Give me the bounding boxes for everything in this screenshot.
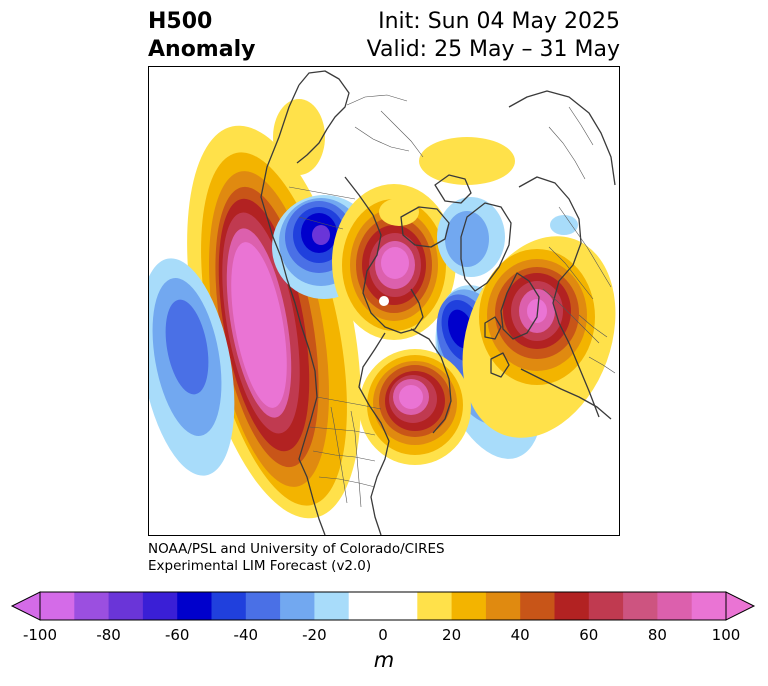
colorbar-segment — [40, 592, 75, 620]
colorbar-segment — [142, 592, 178, 620]
map-dates: Init: Sun 04 May 2025 Valid: 25 May – 31… — [367, 8, 620, 64]
ridge-small-areas — [273, 99, 578, 235]
colorbar-tick-label: -20 — [302, 626, 327, 644]
title-type: Anomaly — [148, 37, 256, 62]
colorbar-segment — [74, 592, 110, 620]
credit-line-1: NOAA/PSL and University of Colorado/CIRE… — [148, 541, 445, 557]
colorbar-segment — [314, 592, 350, 620]
colorbar-segment — [177, 592, 212, 620]
init-date: Init: Sun 04 May 2025 — [378, 9, 620, 34]
colorbar-min-arrow — [10, 591, 41, 621]
colorbar-tick-label: -60 — [164, 626, 190, 644]
colorbar-segment — [383, 592, 418, 620]
colorbar-segment — [451, 592, 487, 620]
colorbar-segment — [245, 592, 281, 620]
colorbar-segment — [520, 592, 555, 620]
credit-text: NOAA/PSL and University of Colorado/CIRE… — [148, 541, 445, 575]
colorbar-tick-label: 100 — [711, 626, 741, 644]
colorbar-segment — [211, 592, 247, 620]
colorbar-segment — [588, 592, 624, 620]
colorbar-tick-label: -100 — [22, 626, 58, 644]
colorbar-tick-label: -40 — [233, 626, 259, 644]
north-pole-marker — [379, 296, 389, 306]
colorbar-tick-label: -80 — [96, 626, 121, 644]
colorbar-ticks: -100 -80 -60 -40 -20 0 20 40 60 80 100 — [0, 626, 768, 646]
colorbar-tick-label: 0 — [378, 626, 388, 644]
colorbar-tick-label: 80 — [647, 626, 667, 644]
colorbar-tick-label: 60 — [579, 626, 599, 644]
credit-line-2: Experimental LIM Forecast (v2.0) — [148, 558, 372, 574]
colorbar-outline — [39, 591, 727, 621]
colorbar-segment — [348, 592, 384, 620]
colorbar-segment — [623, 592, 658, 620]
political-borders — [288, 94, 616, 508]
colorbar-tick-label: 40 — [510, 626, 530, 644]
colorbar-segment — [691, 592, 727, 620]
colorbar-max-arrow — [725, 591, 756, 621]
colorbar-segment — [657, 592, 693, 620]
colorbar-tick-label: 20 — [442, 626, 462, 644]
ridge-east-canada — [359, 349, 471, 465]
colorbar-segment — [108, 592, 144, 620]
map-canvas — [149, 70, 616, 535]
colorbar-segment — [417, 592, 453, 620]
colorbar-unit: m — [373, 648, 395, 672]
valid-range: Valid: 25 May – 31 May — [366, 37, 620, 62]
colorbar — [10, 591, 756, 621]
colorbar-segment — [485, 592, 521, 620]
colorbar-segment — [554, 592, 590, 620]
anomaly-map — [148, 66, 620, 536]
colorbar-segments — [40, 592, 727, 620]
ridge-polar — [332, 184, 456, 340]
colorbar-segment — [280, 592, 315, 620]
trough-pacific — [149, 258, 235, 476]
title-variable: H500 — [148, 9, 213, 34]
coastlines — [260, 70, 616, 535]
map-title: H500 Anomaly — [148, 8, 255, 64]
